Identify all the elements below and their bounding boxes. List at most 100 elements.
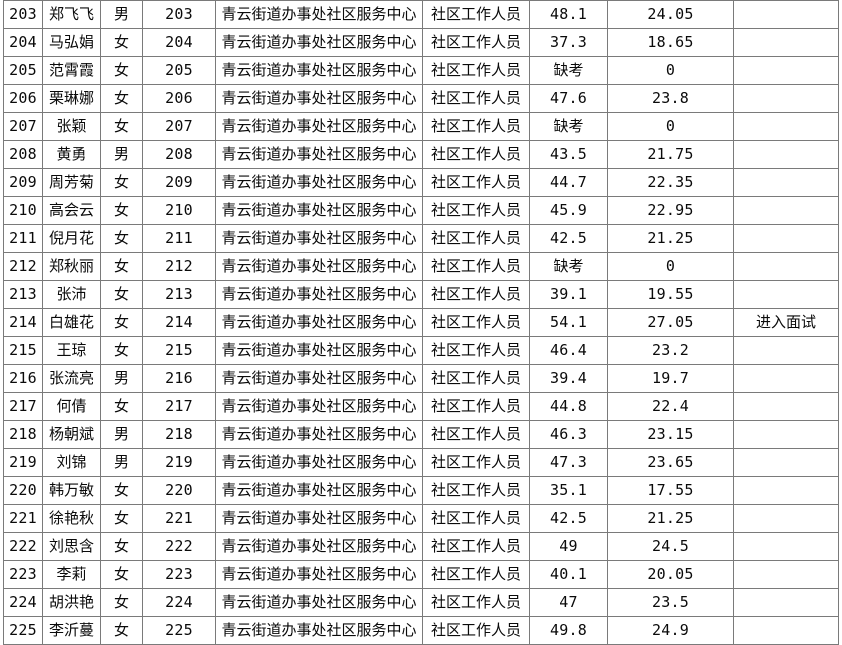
cell-sequence-number[interactable]: 218 [3,420,43,449]
cell-converted-score[interactable]: 24.05 [607,0,734,29]
cell-remark[interactable] [733,280,839,309]
cell-post-title[interactable]: 社区工作人员 [422,504,530,533]
cell-gender[interactable]: 女 [100,336,143,365]
cell-exam-number[interactable]: 217 [142,392,216,421]
cell-written-score[interactable]: 42.5 [529,504,608,533]
cell-candidate-name[interactable]: 高会云 [42,196,101,225]
cell-written-score[interactable]: 45.9 [529,196,608,225]
cell-recruiting-unit[interactable]: 青云街道办事处社区服务中心 [215,588,423,617]
cell-written-score[interactable]: 39.1 [529,280,608,309]
cell-written-score[interactable]: 37.3 [529,28,608,57]
cell-remark[interactable] [733,504,839,533]
cell-exam-number[interactable]: 214 [142,308,216,337]
cell-remark[interactable] [733,532,839,561]
cell-candidate-name[interactable]: 胡洪艳 [42,588,101,617]
cell-candidate-name[interactable]: 白雄花 [42,308,101,337]
cell-post-title[interactable]: 社区工作人员 [422,0,530,29]
cell-sequence-number[interactable]: 211 [3,224,43,253]
cell-gender[interactable]: 女 [100,224,143,253]
cell-post-title[interactable]: 社区工作人员 [422,140,530,169]
cell-candidate-name[interactable]: 张颖 [42,112,101,141]
cell-recruiting-unit[interactable]: 青云街道办事处社区服务中心 [215,280,423,309]
cell-exam-number[interactable]: 206 [142,84,216,113]
cell-converted-score[interactable]: 23.8 [607,84,734,113]
cell-recruiting-unit[interactable]: 青云街道办事处社区服务中心 [215,308,423,337]
cell-gender[interactable]: 女 [100,112,143,141]
cell-remark[interactable] [733,448,839,477]
cell-post-title[interactable]: 社区工作人员 [422,588,530,617]
cell-sequence-number[interactable]: 209 [3,168,43,197]
cell-candidate-name[interactable]: 徐艳秋 [42,504,101,533]
cell-post-title[interactable]: 社区工作人员 [422,252,530,281]
cell-candidate-name[interactable]: 王琼 [42,336,101,365]
cell-converted-score[interactable]: 23.2 [607,336,734,365]
cell-converted-score[interactable]: 21.25 [607,504,734,533]
cell-exam-number[interactable]: 210 [142,196,216,225]
cell-candidate-name[interactable]: 李莉 [42,560,101,589]
cell-post-title[interactable]: 社区工作人员 [422,420,530,449]
cell-sequence-number[interactable]: 219 [3,448,43,477]
cell-post-title[interactable]: 社区工作人员 [422,56,530,85]
cell-written-score[interactable]: 缺考 [529,112,608,141]
cell-gender[interactable]: 女 [100,252,143,281]
cell-gender[interactable]: 女 [100,476,143,505]
cell-converted-score[interactable]: 24.9 [607,616,734,645]
cell-post-title[interactable]: 社区工作人员 [422,280,530,309]
cell-converted-score[interactable]: 23.5 [607,588,734,617]
cell-exam-number[interactable]: 218 [142,420,216,449]
cell-written-score[interactable]: 46.4 [529,336,608,365]
cell-recruiting-unit[interactable]: 青云街道办事处社区服务中心 [215,252,423,281]
cell-sequence-number[interactable]: 223 [3,560,43,589]
cell-exam-number[interactable]: 207 [142,112,216,141]
cell-candidate-name[interactable]: 何倩 [42,392,101,421]
cell-exam-number[interactable]: 205 [142,56,216,85]
cell-candidate-name[interactable]: 张沛 [42,280,101,309]
cell-recruiting-unit[interactable]: 青云街道办事处社区服务中心 [215,196,423,225]
cell-remark[interactable] [733,616,839,645]
cell-converted-score[interactable]: 20.05 [607,560,734,589]
cell-remark[interactable] [733,56,839,85]
cell-candidate-name[interactable]: 范霄霞 [42,56,101,85]
cell-candidate-name[interactable]: 杨朝斌 [42,420,101,449]
cell-remark[interactable] [733,84,839,113]
cell-recruiting-unit[interactable]: 青云街道办事处社区服务中心 [215,140,423,169]
cell-post-title[interactable]: 社区工作人员 [422,392,530,421]
cell-exam-number[interactable]: 204 [142,28,216,57]
cell-candidate-name[interactable]: 郑秋丽 [42,252,101,281]
cell-exam-number[interactable]: 224 [142,588,216,617]
cell-written-score[interactable]: 46.3 [529,420,608,449]
cell-sequence-number[interactable]: 203 [3,0,43,29]
cell-remark[interactable] [733,392,839,421]
cell-converted-score[interactable]: 22.4 [607,392,734,421]
cell-candidate-name[interactable]: 韩万敏 [42,476,101,505]
cell-candidate-name[interactable]: 黄勇 [42,140,101,169]
cell-post-title[interactable]: 社区工作人员 [422,196,530,225]
cell-remark[interactable] [733,560,839,589]
cell-sequence-number[interactable]: 215 [3,336,43,365]
cell-written-score[interactable]: 35.1 [529,476,608,505]
cell-recruiting-unit[interactable]: 青云街道办事处社区服务中心 [215,504,423,533]
cell-gender[interactable]: 女 [100,56,143,85]
cell-exam-number[interactable]: 215 [142,336,216,365]
cell-converted-score[interactable]: 19.55 [607,280,734,309]
cell-sequence-number[interactable]: 214 [3,308,43,337]
cell-exam-number[interactable]: 221 [142,504,216,533]
cell-gender[interactable]: 男 [100,0,143,29]
cell-sequence-number[interactable]: 212 [3,252,43,281]
cell-written-score[interactable]: 47.6 [529,84,608,113]
cell-remark[interactable] [733,140,839,169]
cell-remark[interactable] [733,588,839,617]
cell-remark[interactable] [733,112,839,141]
cell-written-score[interactable]: 49 [529,532,608,561]
cell-post-title[interactable]: 社区工作人员 [422,28,530,57]
cell-written-score[interactable]: 44.8 [529,392,608,421]
cell-post-title[interactable]: 社区工作人员 [422,224,530,253]
cell-written-score[interactable]: 47.3 [529,448,608,477]
cell-candidate-name[interactable]: 倪月花 [42,224,101,253]
cell-recruiting-unit[interactable]: 青云街道办事处社区服务中心 [215,364,423,393]
cell-post-title[interactable]: 社区工作人员 [422,308,530,337]
cell-recruiting-unit[interactable]: 青云街道办事处社区服务中心 [215,560,423,589]
cell-gender[interactable]: 女 [100,532,143,561]
cell-sequence-number[interactable]: 221 [3,504,43,533]
cell-recruiting-unit[interactable]: 青云街道办事处社区服务中心 [215,84,423,113]
